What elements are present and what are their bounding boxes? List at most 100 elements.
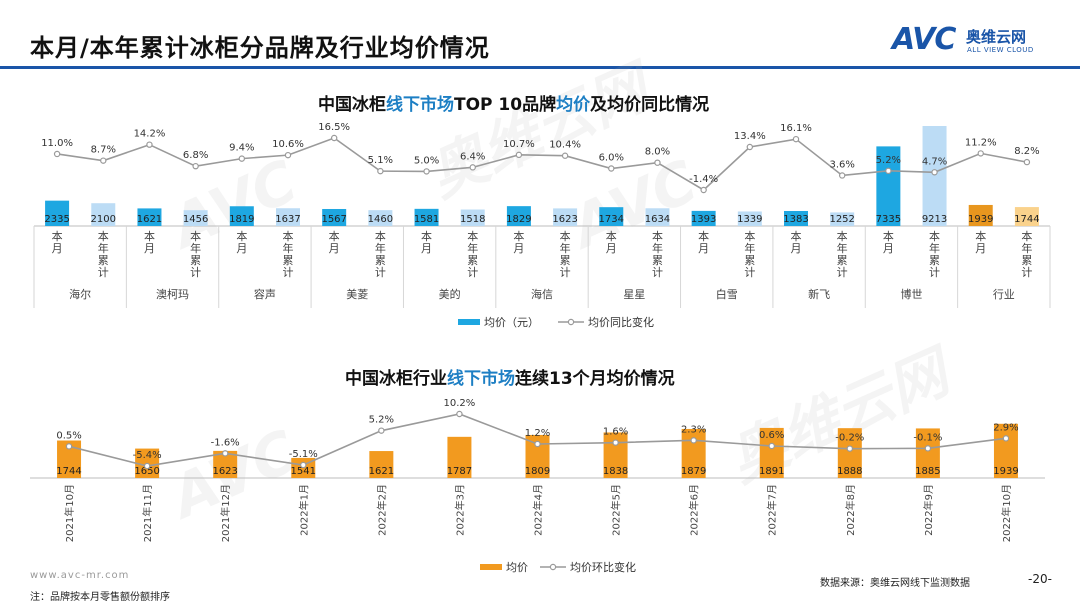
sub-category-label: 本 bbox=[144, 229, 155, 243]
sub-category-label: 本 bbox=[744, 229, 755, 243]
mom-point bbox=[221, 450, 229, 457]
price-bar bbox=[784, 210, 808, 226]
bar-value-label: 1623 bbox=[212, 466, 237, 477]
bar-value-label: 1621 bbox=[137, 214, 162, 225]
month-category-label: 2022年1月 bbox=[297, 484, 310, 536]
brand-category-label: 新飞 bbox=[808, 287, 830, 301]
sub-category-label: 累 bbox=[375, 254, 386, 267]
yoy-label: 10.4% bbox=[549, 140, 581, 151]
sub-category-label: 累 bbox=[283, 254, 294, 267]
mom-point bbox=[378, 427, 385, 434]
sub-category-label: 计 bbox=[190, 266, 201, 279]
yoy-point bbox=[931, 169, 938, 176]
legend-line-marker bbox=[549, 563, 557, 571]
sub-category-label: 本 bbox=[652, 229, 663, 243]
chart1-title-part: 及均价同比情况 bbox=[590, 95, 710, 115]
yoy-point bbox=[1023, 158, 1031, 166]
yoy-point bbox=[377, 167, 384, 175]
yoy-point bbox=[146, 141, 153, 148]
yoy-point bbox=[746, 143, 754, 151]
sub-category-label: 月 bbox=[144, 242, 155, 255]
sub-category-label: 累 bbox=[744, 254, 755, 267]
price-bar bbox=[506, 206, 531, 226]
month-category-label: 2022年10月 bbox=[1000, 484, 1013, 542]
mom-label: 10.2% bbox=[444, 398, 476, 409]
price-bar bbox=[183, 210, 208, 226]
industry-price-bar bbox=[837, 428, 862, 478]
sub-category-label: 月 bbox=[606, 242, 617, 255]
sub-category-label: 本 bbox=[513, 229, 524, 243]
bar-value-label: 2100 bbox=[91, 214, 116, 225]
bar-value-label: 1339 bbox=[737, 214, 762, 225]
sub-category-label: 本 bbox=[52, 229, 63, 243]
yoy-point bbox=[838, 172, 846, 179]
yoy-label: 3.6% bbox=[829, 159, 854, 170]
yoy-label: 5.0% bbox=[414, 155, 439, 166]
bar-value-label: 1456 bbox=[183, 214, 208, 225]
price-bar bbox=[876, 146, 901, 226]
industry-price-bar bbox=[447, 436, 472, 478]
yoy-point bbox=[977, 150, 984, 157]
bar-value-label: 1634 bbox=[645, 214, 670, 225]
mom-point bbox=[300, 461, 307, 469]
sub-category-label: 本 bbox=[329, 229, 340, 243]
sub-category-label: 年 bbox=[1021, 241, 1032, 255]
yoy-point bbox=[423, 168, 430, 175]
legend-line-label: 均价同比变化 bbox=[588, 315, 654, 329]
price-bar bbox=[276, 208, 300, 226]
sub-category-label: 本 bbox=[190, 229, 201, 243]
sub-category-label: 累 bbox=[98, 254, 109, 267]
month-category-label: 2022年7月 bbox=[766, 484, 779, 536]
brand-category-label: 星星 bbox=[623, 288, 645, 301]
brand-price-chart: 2335 本月 2100 本年累计 1621 本月 1456 本年累计 1819 本月 1637 本年… bbox=[33, 122, 1051, 329]
sub-category-label: 累 bbox=[467, 254, 478, 267]
yoy-label: 11.2% bbox=[965, 137, 997, 148]
brand-category-label: 博世 bbox=[900, 288, 922, 301]
sub-category-label: 月 bbox=[236, 242, 247, 255]
sub-category-label: 本 bbox=[467, 229, 478, 243]
yoy-point bbox=[53, 150, 61, 158]
month-category-label: 2022年3月 bbox=[453, 484, 466, 536]
month-category-label: 2021年11月 bbox=[141, 484, 154, 542]
sub-category-label: 累 bbox=[190, 254, 201, 267]
sub-category-label: 本 bbox=[837, 229, 848, 243]
sub-category-label: 计 bbox=[283, 266, 294, 279]
sub-category-label: 本 bbox=[929, 229, 940, 243]
mom-label: 2.9% bbox=[993, 422, 1018, 433]
sub-category-label: 年 bbox=[744, 241, 755, 255]
mom-label: 2.3% bbox=[681, 424, 706, 435]
bar-value-label: 1744 bbox=[1014, 214, 1039, 225]
price-bar bbox=[645, 208, 670, 226]
yoy-label: 16.1% bbox=[780, 123, 812, 134]
bar-value-label: 1885 bbox=[915, 466, 940, 477]
sub-category-label: 计 bbox=[652, 266, 663, 279]
sub-category-label: 本 bbox=[421, 229, 432, 243]
yoy-point bbox=[654, 159, 661, 166]
sub-category-label: 月 bbox=[975, 242, 986, 255]
yoy-label: 6.4% bbox=[460, 151, 485, 162]
bar-value-label: 1567 bbox=[321, 214, 346, 225]
price-bar bbox=[460, 209, 485, 226]
bar-value-label: 2335 bbox=[44, 214, 69, 225]
mom-point bbox=[534, 440, 541, 448]
industry-price-bar bbox=[759, 427, 784, 478]
yoy-point bbox=[792, 135, 800, 143]
legend-line-marker bbox=[567, 318, 575, 326]
mom-label: 0.5% bbox=[56, 430, 81, 441]
yoy-label: 8.7% bbox=[91, 145, 116, 156]
mom-point bbox=[1002, 435, 1010, 442]
bar-value-label: 1541 bbox=[291, 466, 316, 477]
price-bar bbox=[322, 208, 347, 226]
brand-category-label: 容声 bbox=[254, 287, 276, 301]
bar-value-label: 1581 bbox=[414, 214, 439, 225]
chart1-title-part: 中国冰柜 bbox=[318, 95, 386, 115]
price-bar bbox=[137, 208, 162, 226]
yoy-label: 8.0% bbox=[645, 147, 670, 158]
mom-point bbox=[846, 445, 854, 452]
footer-note: 注：品牌按本月零售额份额排序 bbox=[30, 592, 170, 603]
sub-category-label: 本 bbox=[560, 229, 571, 243]
bar-value-label: 1383 bbox=[783, 214, 808, 225]
yoy-label: 13.4% bbox=[734, 131, 766, 142]
mom-label: 1.2% bbox=[525, 428, 550, 439]
page-title: 本月/本年累计冰柜分品牌及行业均价情况 bbox=[30, 34, 490, 62]
